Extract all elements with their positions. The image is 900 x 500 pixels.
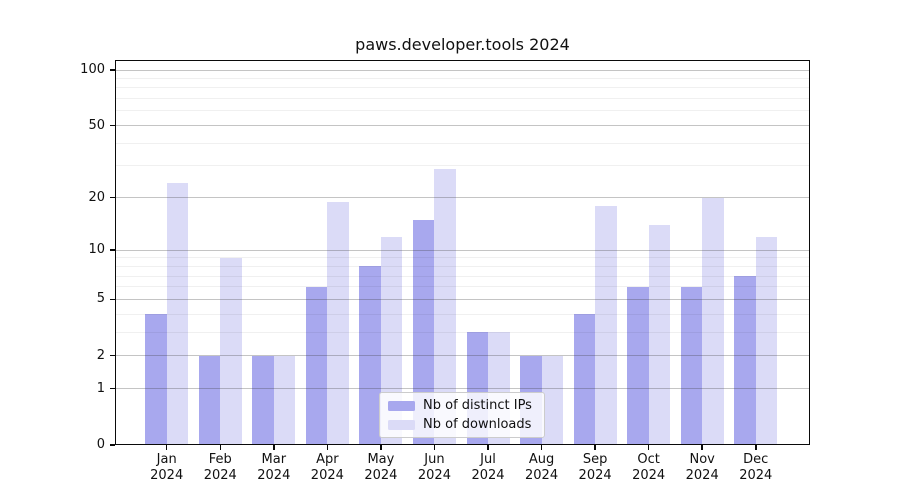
bar-downloads-jun: [434, 168, 456, 445]
y-tick-label-50: 50: [88, 117, 105, 133]
bar-downloads-mar: [273, 355, 296, 445]
y-tick-label-1: 1: [96, 380, 105, 396]
y-tick-20: [110, 196, 115, 199]
gridline-minor-90: [115, 77, 810, 79]
y-tick-2: [110, 354, 115, 357]
y-tick-50: [110, 124, 115, 127]
bar-downloads-oct: [648, 224, 671, 445]
x-tick-label-aug: Aug 2024: [525, 452, 559, 483]
x-tick-sep: [594, 445, 596, 450]
y-tick-100: [110, 69, 115, 71]
y-tick-label-100: 100: [80, 62, 105, 77]
gridline-minor-4: [115, 313, 810, 315]
legend-item-distinct-ips: Nb of distinct IPs: [388, 396, 536, 415]
bar-distinct-ips-apr: [305, 286, 328, 445]
gridline-minor-3: [115, 331, 810, 333]
gridline-minor-8: [115, 265, 810, 267]
bar-distinct-ips-mar: [252, 355, 274, 445]
y-tick-label-20: 20: [88, 189, 105, 205]
x-tick-label-feb: Feb 2024: [203, 452, 237, 483]
x-tick-label-oct: Oct 2024: [632, 452, 666, 483]
x-tick-label-dec: Dec 2024: [739, 452, 773, 483]
gridline-major-5: [115, 298, 810, 300]
x-tick-label-may: May 2024: [364, 452, 398, 483]
bar-downloads-apr: [327, 201, 349, 445]
bar-downloads-dec: [755, 236, 778, 445]
bar-distinct-ips-nov: [680, 286, 703, 445]
gridline-major-20: [115, 197, 810, 199]
y-tick-label-5: 5: [96, 291, 105, 307]
bar-downloads-sep: [595, 205, 617, 445]
legend-item-downloads: Nb of downloads: [388, 415, 536, 434]
bar-distinct-ips-may: [359, 266, 381, 445]
bar-downloads-feb: [220, 257, 242, 445]
x-tick-jan: [165, 445, 168, 450]
x-tick-label-mar: Mar 2024: [257, 452, 291, 483]
y-tick-label-2: 2: [96, 347, 105, 363]
x-tick-label-jan: Jan 2024: [150, 452, 184, 483]
bar-downloads-jan: [166, 183, 189, 445]
y-tick-label-0: 0: [96, 437, 105, 452]
gridline-minor-40: [115, 142, 810, 144]
gridline-minor-80: [115, 87, 810, 89]
y-tick-10: [110, 249, 115, 251]
bar-distinct-ips-dec: [734, 276, 756, 445]
plot-area: [115, 60, 810, 445]
gridline-minor-60: [115, 110, 810, 112]
x-tick-may: [380, 445, 382, 450]
y-tick-5: [110, 298, 115, 301]
x-tick-aug: [540, 445, 543, 450]
y-tick-label-10: 10: [88, 242, 105, 258]
bar-distinct-ips-feb: [198, 355, 221, 445]
x-tick-label-jun: Jun 2024: [417, 452, 451, 483]
x-tick-label-sep: Sep 2024: [578, 452, 612, 483]
gridline-major-1: [115, 388, 810, 390]
y-tick-0: [110, 444, 115, 446]
legend-swatch-downloads: [388, 419, 415, 430]
x-tick-dec: [755, 445, 757, 450]
gridline-minor-9: [115, 257, 810, 259]
bar-distinct-ips-sep: [573, 314, 596, 445]
bar-distinct-ips-oct: [627, 286, 649, 445]
x-tick-label-jul: Jul 2024: [471, 452, 505, 483]
gridline-major-50: [115, 125, 810, 127]
bar-downloads-aug: [541, 355, 564, 445]
legend-label-distinct-ips: Nb of distinct IPs: [423, 398, 532, 413]
legend: Nb of distinct IPs Nb of downloads: [379, 392, 545, 438]
legend-swatch-distinct-ips: [388, 400, 415, 411]
y-tick-1: [110, 387, 115, 390]
x-tick-jun: [433, 445, 436, 450]
bar-distinct-ips-jan: [145, 314, 167, 445]
x-tick-label-apr: Apr 2024: [310, 452, 344, 483]
x-tick-label-nov: Nov 2024: [685, 452, 719, 483]
x-tick-mar: [273, 445, 275, 450]
bar-downloads-nov: [702, 197, 724, 445]
legend-label-downloads: Nb of downloads: [423, 417, 532, 432]
gridline-minor-7: [115, 275, 810, 277]
gridline-major-100: [115, 69, 810, 71]
chart-title: paws.developer.tools 2024: [355, 35, 570, 54]
gridline-major-10: [115, 249, 810, 251]
x-tick-nov: [701, 445, 703, 450]
gridline-major-2: [115, 355, 810, 357]
x-tick-jul: [487, 445, 489, 450]
gridline-minor-70: [115, 98, 810, 100]
gridline-minor-6: [115, 286, 810, 288]
gridline-minor-30: [115, 165, 810, 167]
bar-distinct-ips-jun: [412, 219, 435, 445]
x-tick-apr: [326, 445, 329, 450]
x-tick-feb: [219, 445, 221, 450]
x-tick-oct: [647, 445, 650, 450]
